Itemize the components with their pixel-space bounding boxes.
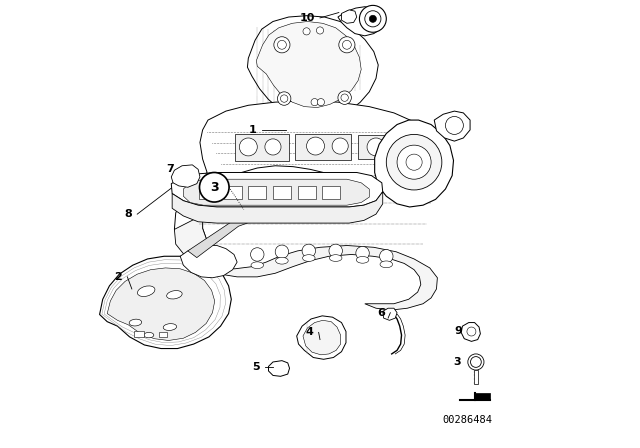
Circle shape xyxy=(470,357,481,367)
Circle shape xyxy=(265,139,281,155)
Circle shape xyxy=(339,37,355,53)
Polygon shape xyxy=(199,186,217,199)
Polygon shape xyxy=(322,186,340,199)
Polygon shape xyxy=(296,134,351,160)
Polygon shape xyxy=(303,320,340,355)
Polygon shape xyxy=(174,101,437,255)
Polygon shape xyxy=(248,16,378,121)
Ellipse shape xyxy=(129,319,141,326)
Polygon shape xyxy=(172,165,200,187)
Circle shape xyxy=(467,327,476,336)
Polygon shape xyxy=(108,268,215,340)
Polygon shape xyxy=(461,323,481,341)
Circle shape xyxy=(332,138,348,154)
Polygon shape xyxy=(174,215,437,310)
Ellipse shape xyxy=(380,261,392,268)
Circle shape xyxy=(365,11,381,27)
Text: 4: 4 xyxy=(305,327,314,337)
Text: 3: 3 xyxy=(454,357,461,367)
Circle shape xyxy=(278,92,291,105)
Text: 5: 5 xyxy=(252,362,260,372)
Polygon shape xyxy=(273,186,291,199)
Circle shape xyxy=(303,28,310,35)
Polygon shape xyxy=(134,331,145,337)
Polygon shape xyxy=(358,135,410,159)
Circle shape xyxy=(316,27,324,34)
Circle shape xyxy=(311,99,318,106)
Polygon shape xyxy=(100,256,231,349)
Text: 2: 2 xyxy=(114,272,122,282)
Polygon shape xyxy=(298,186,316,199)
Polygon shape xyxy=(383,308,397,320)
Ellipse shape xyxy=(144,332,154,338)
Polygon shape xyxy=(374,120,454,207)
Text: 1: 1 xyxy=(248,125,257,135)
Circle shape xyxy=(329,244,342,258)
Circle shape xyxy=(274,37,290,53)
Circle shape xyxy=(406,154,422,170)
Circle shape xyxy=(392,139,408,155)
Text: 3: 3 xyxy=(210,181,219,194)
Circle shape xyxy=(307,137,324,155)
Circle shape xyxy=(397,145,431,179)
Circle shape xyxy=(338,91,351,104)
Polygon shape xyxy=(172,192,383,223)
Ellipse shape xyxy=(303,254,315,262)
Polygon shape xyxy=(188,213,260,258)
Ellipse shape xyxy=(166,291,182,299)
Circle shape xyxy=(342,40,351,49)
Polygon shape xyxy=(269,361,289,376)
Polygon shape xyxy=(180,246,237,278)
Polygon shape xyxy=(297,316,346,359)
Circle shape xyxy=(356,246,369,260)
Polygon shape xyxy=(257,22,361,108)
Polygon shape xyxy=(338,7,383,36)
Ellipse shape xyxy=(251,262,264,269)
Text: 00286484: 00286484 xyxy=(442,415,492,425)
Circle shape xyxy=(280,95,288,102)
Circle shape xyxy=(360,5,387,32)
Text: 8: 8 xyxy=(124,209,132,219)
Text: 7: 7 xyxy=(166,164,174,174)
Circle shape xyxy=(341,94,348,101)
Polygon shape xyxy=(224,186,242,199)
Polygon shape xyxy=(184,179,369,205)
Polygon shape xyxy=(172,172,383,207)
Ellipse shape xyxy=(276,257,288,264)
Polygon shape xyxy=(235,134,289,161)
Circle shape xyxy=(387,134,442,190)
Circle shape xyxy=(302,244,316,258)
Polygon shape xyxy=(475,393,490,400)
Text: 6: 6 xyxy=(377,308,385,318)
Text: 9: 9 xyxy=(454,326,463,336)
Circle shape xyxy=(278,40,286,49)
Circle shape xyxy=(239,138,257,156)
Ellipse shape xyxy=(330,254,342,262)
Polygon shape xyxy=(248,186,266,199)
Circle shape xyxy=(369,15,376,22)
Polygon shape xyxy=(342,10,356,23)
Circle shape xyxy=(200,172,229,202)
Circle shape xyxy=(275,245,289,258)
Text: 10: 10 xyxy=(300,13,315,23)
Polygon shape xyxy=(435,111,470,141)
Circle shape xyxy=(380,250,393,263)
Ellipse shape xyxy=(138,286,155,297)
Ellipse shape xyxy=(163,323,177,331)
Circle shape xyxy=(317,99,324,106)
Polygon shape xyxy=(474,370,477,384)
Circle shape xyxy=(445,116,463,134)
Ellipse shape xyxy=(356,256,369,263)
Circle shape xyxy=(367,138,385,156)
Circle shape xyxy=(468,354,484,370)
Polygon shape xyxy=(159,332,167,337)
Circle shape xyxy=(251,248,264,261)
